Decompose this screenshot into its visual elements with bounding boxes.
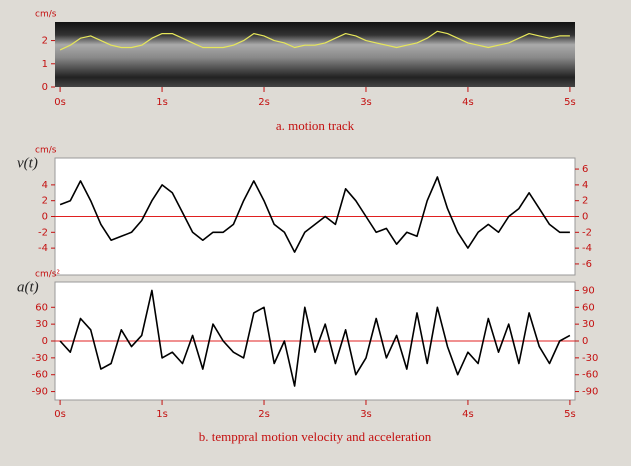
x-tick-label: 1s — [156, 409, 168, 420]
y-label: a(t) — [17, 279, 39, 295]
y2-tick-label: -6 — [582, 259, 592, 270]
x-tick-label: 3s — [360, 97, 372, 108]
caption: a. motion track — [276, 118, 355, 133]
y-label: v(t) — [17, 155, 38, 171]
y2-tick-label: 90 — [582, 285, 595, 296]
y-tick-label: 0 — [42, 336, 48, 347]
y2-tick-label: -4 — [582, 243, 592, 254]
y-tick-label: -60 — [32, 370, 48, 381]
y2-tick-label: 30 — [582, 319, 595, 330]
y2-tick-label: 4 — [582, 180, 588, 191]
y-tick-label: 0 — [42, 212, 48, 223]
x-tick-label: 2s — [258, 409, 270, 420]
y-tick-label: -30 — [32, 353, 48, 364]
x-tick-label: 0s — [54, 409, 66, 420]
y-tick-label: -90 — [32, 387, 48, 398]
motion-image — [55, 22, 575, 87]
x-tick-label: 3s — [360, 409, 372, 420]
y2-tick-label: -30 — [582, 353, 598, 364]
y-unit: cm/s — [35, 146, 57, 156]
x-tick-label: 4s — [462, 409, 474, 420]
y2-tick-label: 2 — [582, 196, 588, 207]
x-tick-label: 1s — [156, 97, 168, 108]
figure: 0 1 2 0s 1s 2s 3s 4s 5s cm/s a. motion track -4 -2 0 2… — [0, 0, 631, 466]
y-tick-label: 30 — [35, 319, 48, 330]
y2-tick-label: -60 — [582, 370, 598, 381]
x-tick-label: 0s — [54, 97, 66, 108]
y-unit: cm/s — [35, 10, 57, 20]
y2-tick-label: -90 — [582, 387, 598, 398]
y2-tick-label: -2 — [582, 227, 592, 238]
x-tick-label: 5s — [564, 409, 576, 420]
x-tick-label: 5s — [564, 97, 576, 108]
y-tick-label: 4 — [42, 180, 48, 191]
y-tick-label: 2 — [42, 196, 48, 207]
y-tick-label: -2 — [38, 227, 48, 238]
y-tick-label: 1 — [42, 59, 48, 70]
y2-tick-label: 0 — [582, 336, 588, 347]
x-tick-label: 4s — [462, 97, 474, 108]
caption: b. temppral motion velocity and accelera… — [199, 429, 432, 444]
y2-tick-label: 60 — [582, 302, 595, 313]
y2-tick-label: 6 — [582, 164, 588, 175]
y2-tick-label: 0 — [582, 212, 588, 223]
y-unit: cm/s² — [35, 270, 60, 280]
y-tick-label: 2 — [42, 36, 48, 47]
y-tick-label: -4 — [38, 243, 48, 254]
y-tick-label: 0 — [42, 82, 48, 93]
y-tick-label: 60 — [35, 302, 48, 313]
x-tick-label: 2s — [258, 97, 270, 108]
